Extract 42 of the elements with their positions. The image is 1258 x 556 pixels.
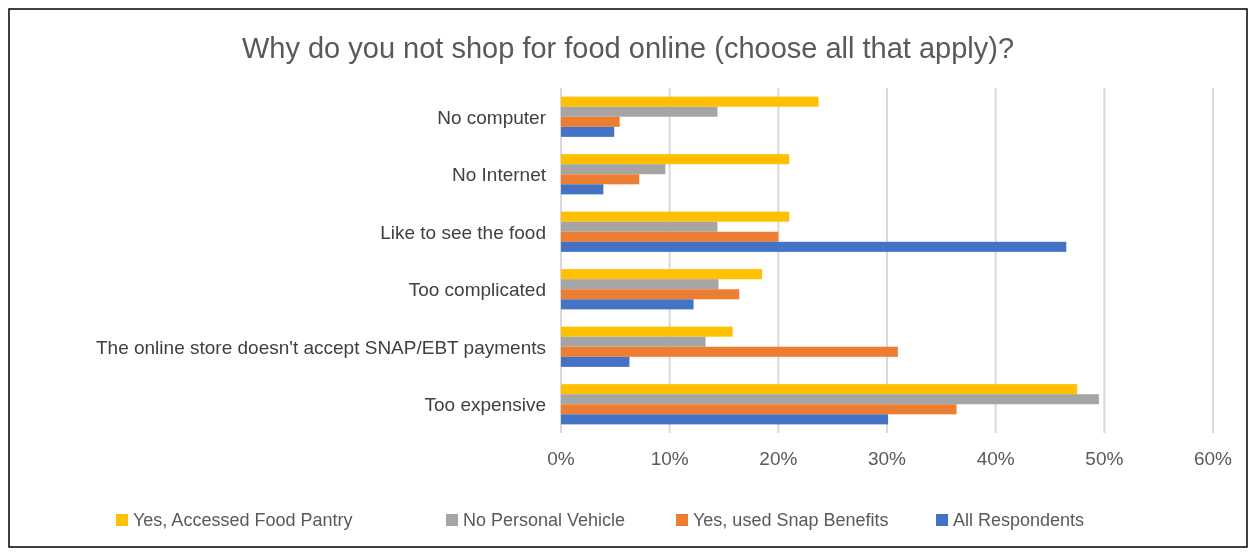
- y-tick-label: The online store doesn't accept SNAP/EBT payments: [95, 336, 546, 358]
- bar: [561, 394, 1099, 405]
- bar: [561, 96, 819, 107]
- bar: [561, 184, 604, 195]
- bar: [561, 221, 718, 232]
- bar: [561, 289, 740, 300]
- legend-label: No Personal Vehicle: [463, 510, 626, 530]
- x-tick-label: 20%: [759, 448, 798, 469]
- x-tick-label: 30%: [867, 448, 907, 469]
- legend-label: Yes, used Snap Benefits: [693, 510, 889, 530]
- bar: [561, 326, 733, 337]
- x-tick-label: 40%: [976, 448, 1015, 469]
- bar: [561, 106, 718, 117]
- bar: [561, 414, 889, 425]
- y-tick-label: Like to see the food: [380, 221, 546, 243]
- y-tick-label: Too expensive: [424, 394, 546, 416]
- bar: [561, 384, 1078, 395]
- legend-label: All Respondents: [953, 510, 1085, 530]
- bar: [561, 211, 790, 222]
- bar: [561, 356, 630, 367]
- legend-label: Yes, Accessed Food Pantry: [133, 510, 353, 530]
- x-tick-label: 50%: [1085, 448, 1124, 469]
- bar: [561, 404, 957, 415]
- x-tick-label: 60%: [1193, 448, 1233, 469]
- x-tick-label: 10%: [650, 448, 689, 469]
- bar: [561, 279, 719, 290]
- bar: [561, 241, 1067, 252]
- y-tick-label: No computer: [437, 106, 547, 128]
- x-tick-label: 0%: [547, 448, 575, 469]
- bar: [561, 269, 763, 280]
- y-tick-label: No Internet: [452, 164, 547, 186]
- bar: [561, 231, 779, 242]
- bar: [561, 174, 640, 185]
- chart-title: Why do you not shop for food online (choose all that apply)?: [241, 32, 1015, 64]
- bar: [561, 336, 706, 347]
- bar: [561, 154, 790, 165]
- bar: [561, 116, 620, 127]
- bar: [561, 164, 666, 175]
- y-tick-label: Too complicated: [408, 279, 546, 301]
- bar: [561, 126, 615, 137]
- bar: [561, 299, 694, 310]
- bar: [561, 346, 898, 357]
